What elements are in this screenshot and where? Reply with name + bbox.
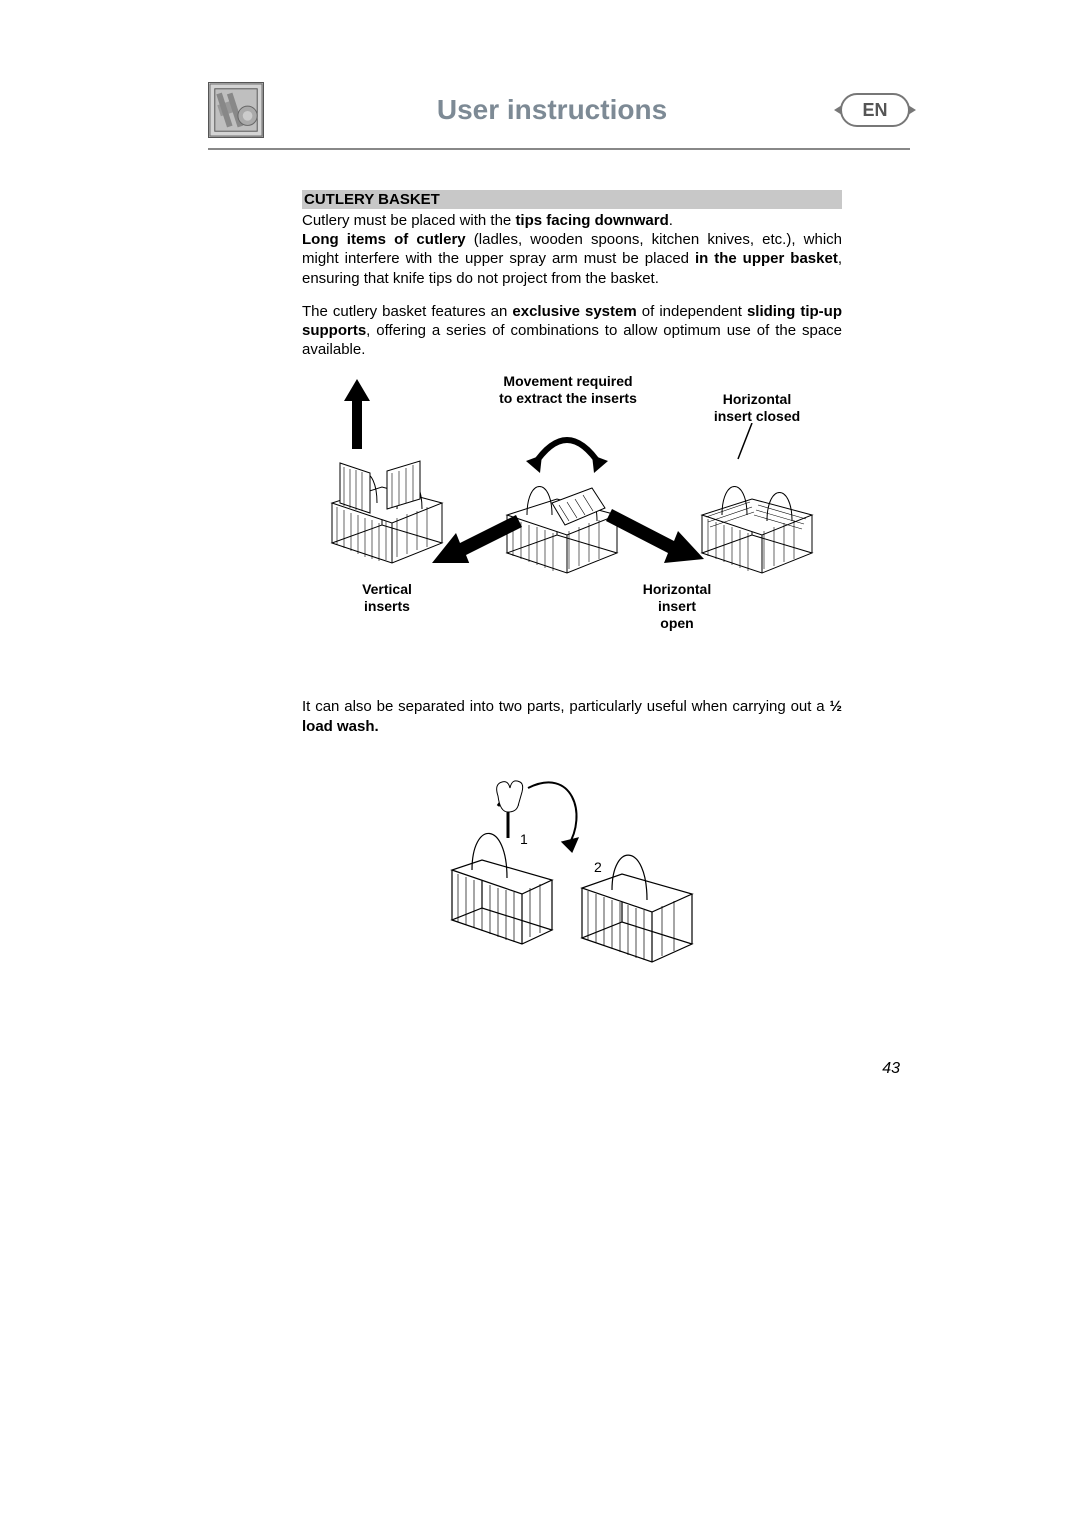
p3-bold1: exclusive system <box>512 303 636 320</box>
p1-text: Cutlery must be placed with the <box>302 212 515 229</box>
inserts-diagram: Movement requiredto extract the inserts … <box>302 373 842 653</box>
page-header: User instructions EN <box>208 82 910 138</box>
label-vertical-inserts: Verticalinserts <box>342 581 432 615</box>
paragraph-1-2: Cutlery must be placed with the tips fac… <box>302 211 842 288</box>
separation-diagram: 1 2 <box>302 750 842 990</box>
label-horizontal-open: Horizontalinsertopen <box>622 581 732 631</box>
arrow-up-icon <box>344 379 370 449</box>
content-column: CUTLERY BASKET Cutlery must be placed wi… <box>302 190 842 990</box>
page-title: User instructions <box>264 94 840 126</box>
p3-text2: of independent <box>637 303 747 320</box>
p1-bold: tips facing downward <box>515 212 668 229</box>
p3-text1: The cutlery basket features an <box>302 303 512 320</box>
curved-arrow-icon <box>522 415 612 475</box>
manual-page: User instructions EN CUTLERY BASKET Cutl… <box>0 0 1080 1528</box>
p4-text: It can also be separated into two parts,… <box>302 698 829 715</box>
p2-bold2: in the upper basket <box>695 250 838 267</box>
leader-line <box>732 423 762 463</box>
language-code: EN <box>862 100 887 121</box>
section-heading: CUTLERY BASKET <box>302 190 842 209</box>
paragraph-3: The cutlery basket features an exclusive… <box>302 302 842 360</box>
label-horizontal-closed: Horizontalinsert closed <box>692 391 822 425</box>
svg-text:1: 1 <box>520 831 528 847</box>
label-movement: Movement requiredto extract the inserts <box>468 373 668 407</box>
language-badge: EN <box>840 93 910 127</box>
svg-text:2: 2 <box>594 859 602 875</box>
p1-tail: . <box>669 212 673 229</box>
basket-horizontal-closed <box>692 453 822 583</box>
dishwasher-icon <box>208 82 264 138</box>
paragraph-4: It can also be separated into two parts,… <box>302 697 842 735</box>
p2-bold1: Long items of cutlery <box>302 231 466 248</box>
arrow-diagonal-right-icon <box>604 493 704 563</box>
p3-text3: , offering a series of combinations to a… <box>302 322 842 358</box>
arrow-diagonal-left-icon <box>432 493 522 563</box>
header-rule <box>208 148 910 150</box>
page-number: 43 <box>882 1060 900 1078</box>
